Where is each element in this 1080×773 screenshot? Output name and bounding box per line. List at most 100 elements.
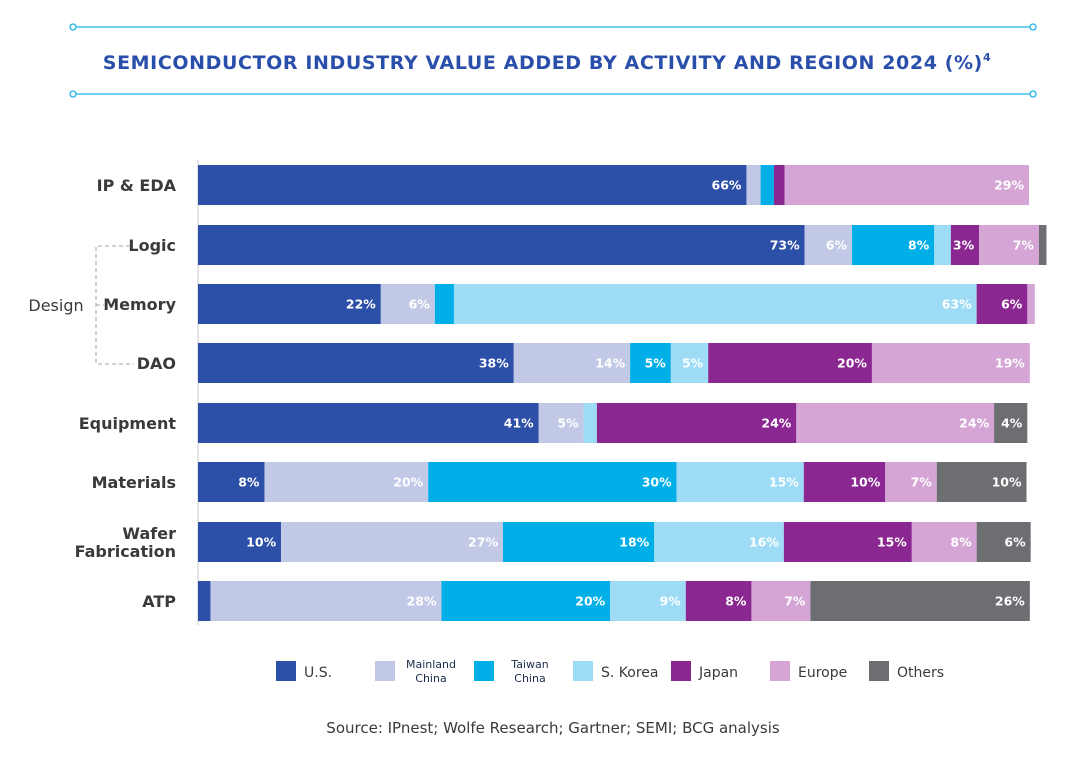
value-label-logic-japan: 3% [953, 238, 975, 253]
legend-swatch-taiwan-china [474, 661, 494, 681]
value-label-wafer-fabrication-mainland-china: 27% [468, 535, 498, 550]
bar-materials-europe [885, 462, 937, 502]
legend-item-us: U.S. [276, 661, 332, 681]
bar-atp-europe [751, 581, 811, 621]
value-label-memory-japan: 6% [1001, 297, 1023, 312]
legend-item-mainland-china: Mainland China [375, 658, 456, 685]
legend-label-taiwan-china: Taiwan China [510, 658, 548, 685]
bar-equipment-japan [596, 403, 797, 443]
legend-label-line: Mainland [406, 658, 456, 671]
legend-swatch-europe [770, 661, 790, 681]
bar-ip-eda-u-s [198, 165, 747, 205]
category-label-logic: Logic [128, 236, 176, 255]
chart-title-superscript: 4 [983, 51, 991, 64]
bar-memory-europe [1027, 284, 1035, 324]
chart-title-text: SEMICONDUCTOR INDUSTRY VALUE ADDED BY AC… [103, 52, 983, 74]
bar-equipment-mainland-china [538, 403, 584, 443]
bar-equipment-s-korea [583, 403, 597, 443]
value-label-materials-mainland-china: 20% [393, 475, 423, 490]
legend-label-line: China [415, 672, 446, 685]
design-group-bracket: Design [28, 245, 134, 365]
bars-layer: 66% 29% 73% 6% 8% 3% 7% 22% 6% 63% 6% 38% 14% 5% 5% 20%… [198, 165, 1047, 621]
bar-equipment-others [994, 403, 1028, 443]
value-label-dao-u-s: 38% [479, 356, 509, 371]
legend-label-others: Others [897, 665, 944, 681]
value-label-ip-eda-u-s: 66% [712, 178, 742, 193]
value-label-wafer-fabrication-taiwan-china: 18% [619, 535, 649, 550]
legend-item-s-korea: S. Korea [573, 661, 658, 681]
value-label-materials-s-korea: 15% [769, 475, 799, 490]
category-label-line: Wafer [122, 524, 176, 543]
bar-atp-others [810, 581, 1030, 621]
category-label-wafer-fabrication: Wafer Fabrication [75, 524, 177, 561]
legend-swatch-others [869, 661, 889, 681]
bar-ip-eda-mainland-china [746, 165, 761, 205]
bar-wafer-fabrication-europe [911, 522, 977, 562]
bar-logic-europe [979, 225, 1039, 265]
bar-atp-taiwan-china [441, 581, 611, 621]
bar-logic-s-korea [934, 225, 951, 265]
category-labels-layer: IP & EDA Logic Memory DAO Equipment Materials… [75, 176, 177, 611]
value-label-dao-taiwan-china: 5% [645, 356, 667, 371]
value-label-wafer-fabrication-s-korea: 16% [749, 535, 779, 550]
bar-dao-u-s [198, 343, 514, 383]
bar-materials-japan [803, 462, 886, 502]
value-label-dao-mainland-china: 14% [595, 356, 625, 371]
bar-materials-others [936, 462, 1027, 502]
value-label-memory-s-korea: 63% [942, 297, 972, 312]
bar-dao-mainland-china [513, 343, 631, 383]
category-label-materials: Materials [92, 473, 176, 492]
bar-wafer-fabrication-japan [783, 522, 912, 562]
bar-wafer-fabrication-others [976, 522, 1031, 562]
bar-logic-others [1038, 225, 1047, 265]
bar-equipment-europe [796, 403, 995, 443]
value-label-wafer-fabrication-others: 6% [1004, 535, 1026, 550]
value-label-atp-s-korea: 9% [660, 594, 682, 609]
bottom-rule-left-dot [69, 90, 77, 98]
value-label-logic-u-s: 73% [770, 238, 800, 253]
value-label-memory-mainland-china: 6% [409, 297, 431, 312]
category-label-ip-eda: IP & EDA [97, 176, 177, 195]
chart-title: SEMICONDUCTOR INDUSTRY VALUE ADDED BY AC… [103, 51, 991, 74]
bar-ip-eda-europe [784, 165, 1029, 205]
value-label-logic-mainland-china: 6% [826, 238, 848, 253]
legend-label-us: U.S. [304, 665, 332, 681]
design-group-label: Design [28, 296, 83, 315]
bar-materials-u-s [198, 462, 265, 502]
bar-wafer-fabrication-s-korea [654, 522, 784, 562]
value-label-materials-u-s: 8% [238, 475, 260, 490]
design-bracket-line [95, 245, 134, 365]
value-label-equipment-others: 4% [1001, 416, 1023, 431]
bar-atp-u-s [198, 581, 211, 621]
bar-materials-taiwan-china [428, 462, 677, 502]
value-label-atp-mainland-china: 28% [407, 594, 437, 609]
value-label-logic-taiwan-china: 8% [908, 238, 930, 253]
bar-logic-taiwan-china [852, 225, 935, 265]
bar-dao-s-korea [670, 343, 709, 383]
legend-label-mainland-china: Mainland China [406, 658, 456, 685]
category-label-line: Fabrication [75, 542, 176, 561]
value-label-wafer-fabrication-japan: 15% [877, 535, 907, 550]
title-rules [69, 23, 1037, 98]
value-label-atp-others: 26% [995, 594, 1025, 609]
value-label-materials-europe: 7% [911, 475, 933, 490]
bar-memory-u-s [198, 284, 381, 324]
value-label-dao-japan: 20% [837, 356, 867, 371]
bar-materials-mainland-china [264, 462, 429, 502]
top-rule-right-dot [1029, 23, 1037, 31]
bar-ip-eda-japan [773, 165, 785, 205]
value-label-dao-europe: 19% [995, 356, 1025, 371]
value-label-equipment-mainland-china: 5% [557, 416, 579, 431]
value-label-materials-others: 10% [992, 475, 1022, 490]
value-label-materials-taiwan-china: 30% [642, 475, 672, 490]
value-label-dao-s-korea: 5% [682, 356, 704, 371]
legend-label-line: China [514, 672, 545, 685]
category-label-memory: Memory [103, 295, 176, 314]
value-label-materials-japan: 10% [850, 475, 880, 490]
value-label-ip-eda-europe: 29% [994, 178, 1024, 193]
value-label-equipment-japan: 24% [761, 416, 791, 431]
value-label-memory-u-s: 22% [346, 297, 376, 312]
